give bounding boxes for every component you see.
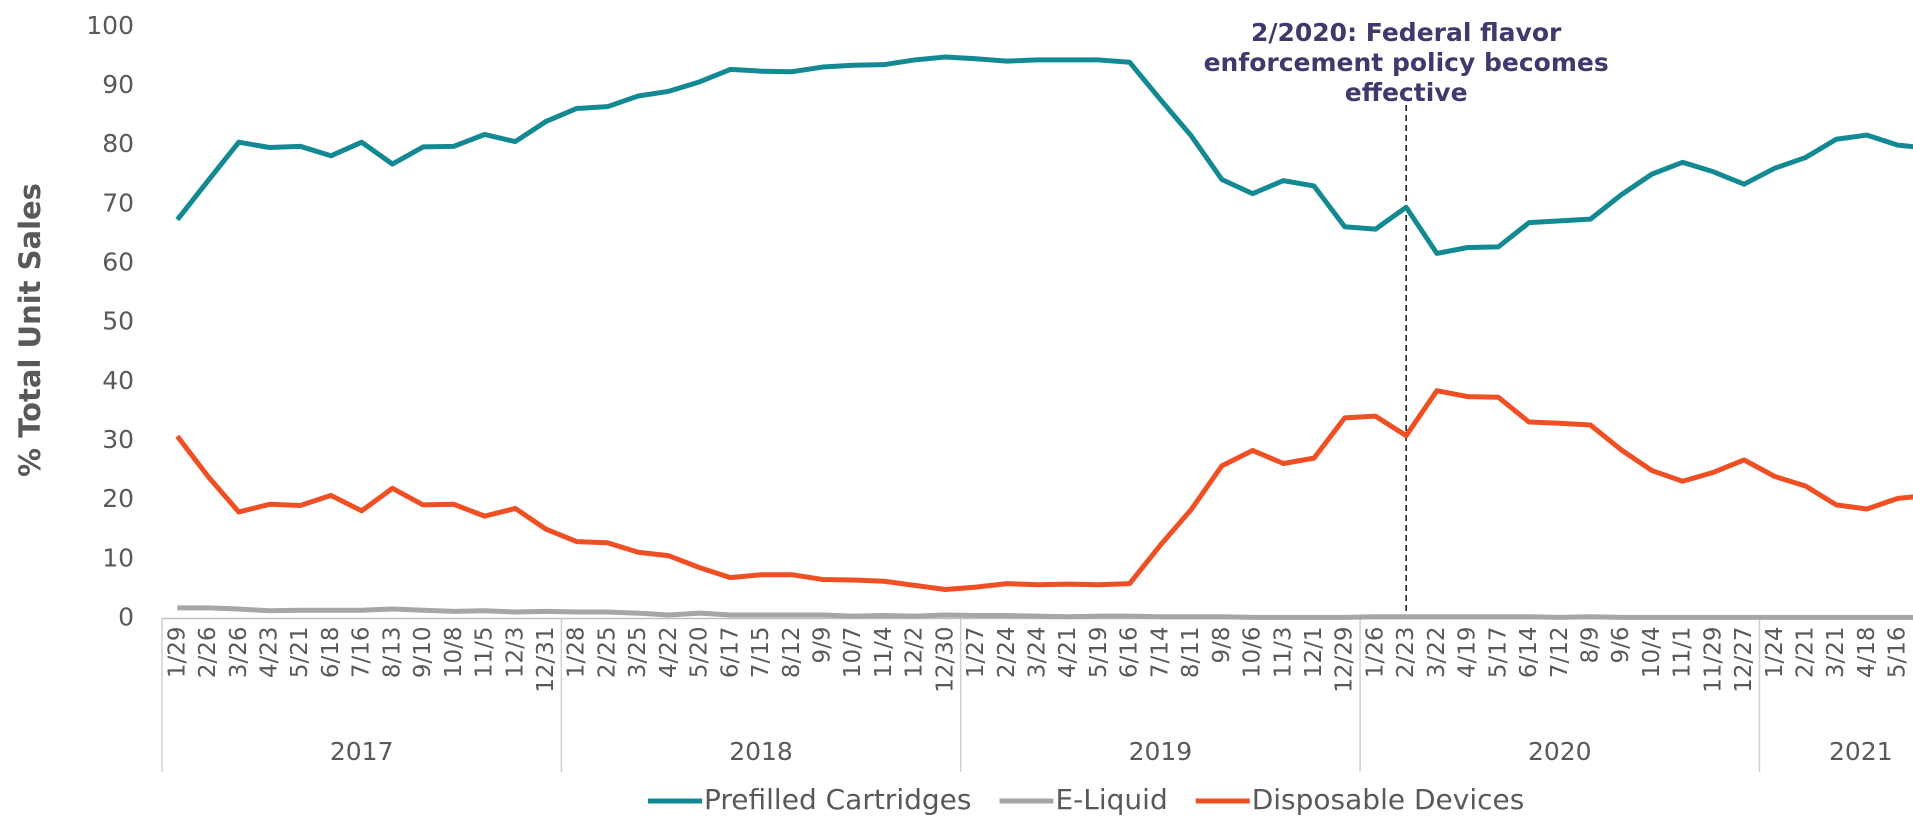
- x-tick-label: 9/6: [1608, 627, 1634, 664]
- y-tick-label: 0: [118, 603, 134, 632]
- x-tick-label: 8/9: [1577, 627, 1603, 664]
- x-tick-label: 10/8: [441, 627, 467, 679]
- y-tick-label: 80: [102, 129, 134, 158]
- x-tick-label: 12/29: [1332, 627, 1358, 693]
- x-tick-label: 2/26: [195, 627, 221, 679]
- x-tick-label: 10/6: [1240, 627, 1266, 679]
- x-tick-label: 3/24: [1025, 627, 1051, 679]
- y-tick-label: 40: [102, 366, 134, 395]
- x-tick-label: 5/17: [1485, 627, 1511, 679]
- x-tick-label: 9/10: [410, 627, 436, 679]
- x-tick-label: 6/16: [1117, 627, 1143, 679]
- x-tick-label: 12/2: [902, 627, 928, 679]
- x-tick-label: 11/29: [1700, 627, 1726, 693]
- x-tick-label: 1/28: [564, 627, 590, 679]
- annotation-text: effective: [1345, 78, 1468, 107]
- x-tick-label: 8/12: [779, 627, 805, 679]
- x-tick-label: 12/30: [932, 627, 958, 693]
- x-tick-label: 10/4: [1639, 627, 1665, 679]
- x-tick-label: 5/19: [1086, 627, 1112, 679]
- annotation-text: 2/2020: Federal flavor: [1251, 18, 1562, 47]
- x-tick-label: 6/17: [717, 627, 743, 679]
- y-tick-label: 50: [102, 307, 134, 336]
- x-group-label: 2019: [1129, 737, 1193, 766]
- x-tick-label: 2/25: [594, 627, 620, 679]
- x-tick-label: 7/16: [349, 627, 375, 679]
- x-tick-label: 4/21: [1055, 627, 1081, 679]
- x-group-label: 2018: [729, 737, 793, 766]
- x-tick-label: 5/21: [287, 627, 313, 679]
- x-tick-label: 3/21: [1823, 627, 1849, 679]
- y-tick-label: 10: [102, 543, 134, 572]
- x-group-label: 2021: [1829, 737, 1893, 766]
- annotation-text: enforcement policy becomes: [1204, 48, 1609, 77]
- x-tick-label: 3/25: [625, 627, 651, 679]
- x-tick-label: 1/27: [963, 627, 989, 679]
- y-tick-label: 100: [86, 11, 134, 40]
- legend-label: Disposable Devices: [1252, 783, 1525, 816]
- x-tick-label: 1/26: [1362, 627, 1388, 679]
- x-tick-label: 11/1: [1670, 627, 1696, 679]
- x-tick-label: 6/14: [1516, 627, 1542, 679]
- x-tick-label: 5/20: [687, 627, 713, 679]
- x-tick-label: 4/19: [1455, 627, 1481, 679]
- x-tick-label: 2/24: [994, 627, 1020, 679]
- y-tick-label: 20: [102, 484, 134, 513]
- x-tick-label: 1/29: [164, 627, 190, 679]
- series-line: [177, 605, 1913, 620]
- y-tick-label: 70: [102, 188, 134, 217]
- x-tick-label: 9/9: [809, 627, 835, 664]
- x-tick-label: 7/14: [1147, 627, 1173, 679]
- x-group-label: 2020: [1528, 737, 1592, 766]
- x-tick-label: 11/3: [1270, 627, 1296, 679]
- x-tick-label: 5/16: [1885, 627, 1911, 679]
- y-axis-title: % Total Unit Sales: [13, 183, 47, 477]
- legend-label: Prefilled Cartridges: [704, 783, 971, 816]
- x-tick-label: 3/26: [226, 627, 252, 679]
- x-tick-label: 12/3: [502, 627, 528, 679]
- x-tick-label: 12/27: [1731, 627, 1757, 693]
- x-tick-label: 4/23: [257, 627, 283, 679]
- x-tick-label: 4/22: [656, 627, 682, 679]
- y-tick-label: 90: [102, 70, 134, 99]
- y-tick-label: 60: [102, 247, 134, 276]
- series-line: [175, 388, 1913, 593]
- x-tick-label: 2/23: [1393, 627, 1419, 679]
- y-tick-label: 30: [102, 425, 134, 454]
- x-tick-label: 1/24: [1762, 627, 1788, 679]
- x-tick-label: 12/31: [533, 627, 559, 693]
- x-tick-label: 11/4: [871, 627, 897, 679]
- x-tick-label: 6/18: [318, 627, 344, 679]
- x-tick-label: 11/5: [472, 627, 498, 679]
- x-tick-label: 7/12: [1547, 627, 1573, 679]
- x-tick-label: 10/7: [840, 627, 866, 679]
- x-tick-label: 3/22: [1424, 627, 1450, 679]
- series-line: [175, 54, 1913, 256]
- x-tick-label: 8/11: [1178, 627, 1204, 679]
- x-tick-label: 2/21: [1793, 627, 1819, 679]
- x-tick-label: 9/8: [1209, 627, 1235, 664]
- x-tick-label: 4/18: [1854, 627, 1880, 679]
- x-group-label: 2017: [330, 737, 394, 766]
- x-tick-label: 12/1: [1301, 627, 1327, 679]
- legend-label: E-Liquid: [1055, 783, 1167, 816]
- x-tick-label: 7/15: [748, 627, 774, 679]
- x-tick-label: 8/13: [379, 627, 405, 679]
